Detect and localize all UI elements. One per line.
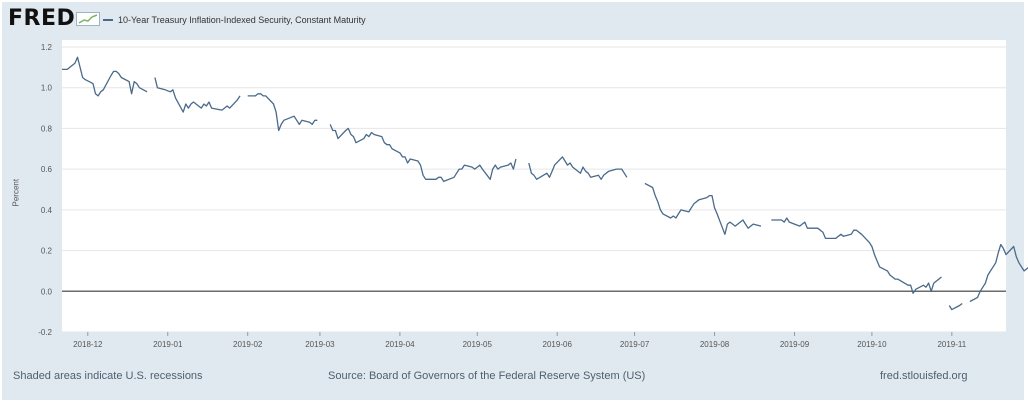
x-tick-label: 2019-05 [463,340,493,349]
y-tick-label: 0.8 [41,124,53,133]
series-line-segment [62,56,148,97]
legend: 10-Year Treasury Inflation-Indexed Secur… [103,13,366,27]
x-tick-label: 2019-02 [233,340,263,349]
series-line-segment [247,93,318,132]
x-tick-label: 2019-09 [780,340,810,349]
y-tick-label: -0.2 [38,328,52,337]
series-line-segment [329,124,517,183]
fred-logo-mark-icon [76,12,100,26]
series-line-segment [154,77,241,113]
site-link[interactable]: fred.stlouisfed.org [880,370,968,382]
y-tick-label: 0.0 [41,287,53,296]
x-tick-label: 2019-07 [620,340,650,349]
x-tick-label: 2019-10 [857,340,887,349]
legend-series-title: 10-Year Treasury Inflation-Indexed Secur… [118,15,366,25]
series-line-segment [771,217,942,294]
series-line-segment [644,182,762,235]
x-tick-label: 2019-01 [153,340,183,349]
x-tick-label: 2018-12 [73,340,103,349]
legend-swatch [103,19,113,21]
series-line-segment [528,156,628,180]
y-tick-label: 0.6 [41,165,53,174]
plot-area [62,40,1006,332]
series-line-segment [969,243,1028,303]
y-tick-label: 0.2 [41,247,53,256]
fred-logo: FRED [8,6,76,31]
y-tick-label: 1.0 [41,84,53,93]
source-note: Source: Board of Governors of the Federa… [328,370,646,382]
series-line-segment [948,302,963,311]
x-tick-label: 2019-06 [543,340,573,349]
y-tick-label: 0.4 [41,206,53,215]
recession-note: Shaded areas indicate U.S. recessions [13,370,203,382]
y-tick-label: 1.2 [41,43,53,52]
x-tick-label: 2019-11 [937,340,966,349]
x-tick-label: 2019-04 [385,340,415,349]
x-tick-label: 2019-08 [700,340,730,349]
x-tick-label: 2019-03 [305,340,335,349]
